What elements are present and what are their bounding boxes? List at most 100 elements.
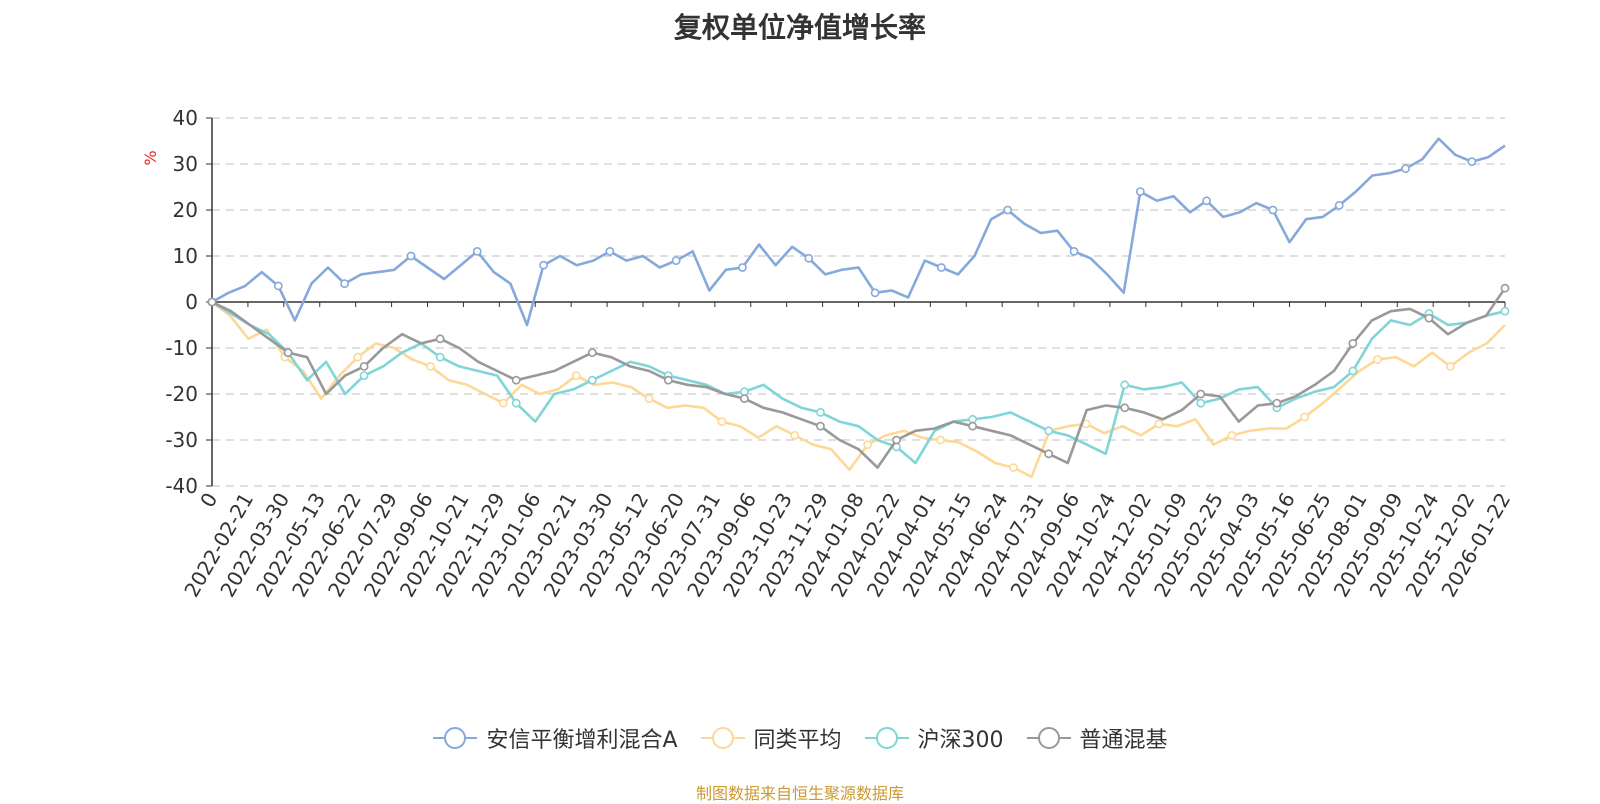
legend: 安信平衡增利混合A 同类平均 沪深300 普通混基	[0, 722, 1600, 754]
y-tick-label: 0	[185, 290, 198, 314]
series-point	[1044, 449, 1054, 459]
legend-item[interactable]: 沪深300	[864, 722, 1004, 754]
series-point	[587, 375, 597, 385]
series-point	[936, 263, 946, 272]
series-point	[1500, 306, 1510, 316]
series-point	[740, 394, 749, 403]
series-point	[1120, 403, 1130, 413]
series-point	[435, 352, 445, 362]
series-lines	[207, 137, 1510, 479]
legend-item[interactable]: 同类平均	[700, 722, 842, 754]
series-point	[1069, 246, 1079, 256]
series-point	[1120, 380, 1130, 390]
series-point	[1445, 361, 1455, 371]
legend-swatch-circle	[1037, 727, 1060, 749]
series-point	[511, 375, 521, 385]
series-point	[539, 260, 548, 270]
chart-title: 复权单位净值增长率	[673, 11, 926, 44]
series-hs300	[207, 297, 1510, 465]
axes	[206, 117, 1506, 487]
series-point	[816, 421, 825, 431]
series-point	[1467, 157, 1477, 167]
series-point	[359, 371, 369, 380]
legend-swatch-icon	[433, 727, 478, 749]
series-point	[936, 435, 945, 445]
y-tick-label: -30	[165, 428, 198, 452]
series-line	[211, 137, 1506, 327]
series-point	[892, 435, 901, 445]
series-point	[1202, 196, 1212, 206]
series-point	[1003, 205, 1013, 215]
series-point	[968, 421, 977, 431]
series-point	[426, 361, 435, 371]
series-point	[571, 371, 581, 380]
series-point	[870, 288, 880, 298]
y-tick-label: 30	[173, 152, 198, 176]
legend-item[interactable]: 安信平衡增利混合A	[432, 722, 678, 754]
series-point	[283, 348, 293, 357]
series-point	[1135, 187, 1145, 196]
series-point	[435, 334, 445, 344]
y-tick-label: -20	[165, 382, 198, 406]
series-point	[816, 407, 825, 417]
legend-swatch-circle	[711, 727, 734, 749]
series-point	[717, 417, 727, 426]
series-point	[1348, 366, 1358, 376]
series-point	[804, 253, 814, 263]
legend-swatch-icon	[700, 727, 745, 749]
series-point	[605, 246, 615, 256]
series-point	[790, 430, 800, 440]
x-tick-label: 0	[195, 489, 222, 512]
series-mixed	[207, 283, 1510, 469]
series-line	[211, 287, 1507, 469]
series-point	[1154, 419, 1164, 429]
series-point	[340, 279, 350, 288]
series-point	[1373, 355, 1382, 364]
series-point	[1044, 426, 1054, 436]
y-axis-unit-label: %	[141, 150, 160, 165]
series-point	[1008, 463, 1018, 472]
y-tick-label: 20	[173, 198, 198, 222]
series-point	[1300, 412, 1310, 422]
series-point	[406, 251, 416, 261]
series-point	[498, 398, 508, 408]
series-point	[644, 394, 654, 403]
legend-label: 普通混基	[1079, 728, 1168, 753]
legend-swatch-icon	[864, 727, 909, 749]
y-tick-label: 40	[173, 106, 198, 130]
series-peer_avg	[207, 297, 1506, 479]
series-fund	[207, 137, 1506, 327]
legend-swatch-circle	[875, 727, 898, 749]
series-point	[1348, 338, 1358, 348]
series-point	[273, 281, 283, 291]
series-point	[1196, 398, 1206, 408]
legend-label: 安信平衡增利混合A	[486, 728, 678, 753]
series-point	[1227, 430, 1237, 440]
series-point	[353, 352, 363, 362]
series-point	[1196, 389, 1206, 399]
y-tick-label: -40	[165, 474, 198, 498]
tick-labels: 403020100-10-20-30-40%02022-02-212022-03…	[141, 106, 1515, 601]
series-point	[738, 263, 747, 272]
series-point	[587, 348, 597, 357]
legend-swatch-icon	[1026, 727, 1071, 749]
legend-label: 同类平均	[753, 728, 842, 753]
series-point	[663, 375, 673, 385]
series-point	[671, 256, 681, 265]
series-point	[1424, 313, 1434, 323]
series-point	[1268, 205, 1278, 215]
series-point	[863, 440, 873, 449]
y-tick-label: -10	[165, 336, 198, 360]
series-point	[359, 361, 369, 371]
series-line	[211, 300, 1506, 465]
series-point	[1334, 200, 1344, 210]
series-point	[1500, 283, 1510, 293]
series-point	[511, 398, 521, 408]
legend-item[interactable]: 普通混基	[1026, 722, 1168, 754]
series-point	[472, 246, 482, 256]
series-point	[207, 297, 217, 307]
series-point	[1272, 398, 1282, 408]
legend-label: 沪深300	[917, 728, 1004, 753]
y-tick-label: 10	[173, 244, 198, 268]
legend-swatch-circle	[444, 727, 467, 749]
